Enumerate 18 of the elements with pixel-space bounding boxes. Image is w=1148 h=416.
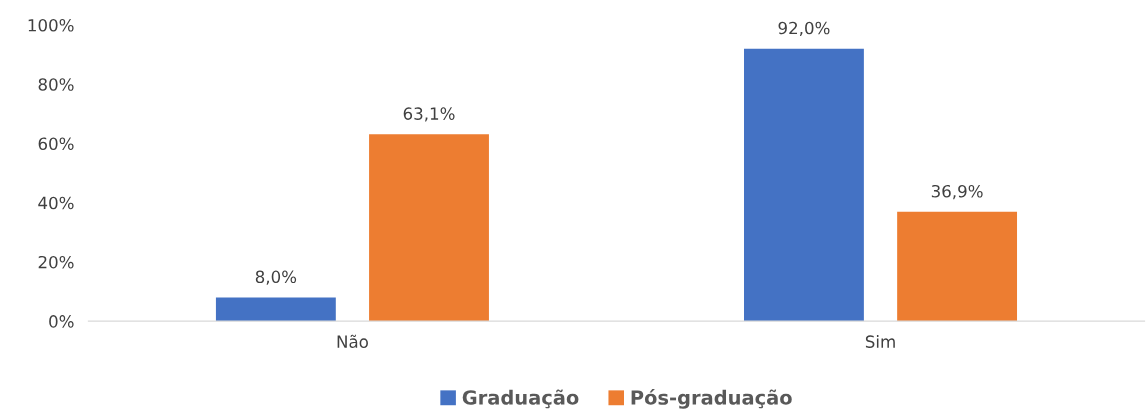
y-tick-label: 100% xyxy=(28,18,74,32)
y-tick-label: 40% xyxy=(38,196,74,210)
data-label: 8,0% xyxy=(255,270,297,285)
legend-label: Pós-graduação xyxy=(631,389,792,409)
data-label: 63,1% xyxy=(403,107,455,122)
data-label: 36,9% xyxy=(931,184,983,200)
bar xyxy=(897,211,1018,322)
y-tick-label: 80% xyxy=(38,78,74,91)
x-tick-label: Não xyxy=(337,334,368,348)
y-tick-label: 0% xyxy=(49,315,74,328)
x-tick-label: Sim xyxy=(865,335,895,348)
y-tick-label: 20% xyxy=(38,255,74,269)
legend-label: Graduação xyxy=(462,389,579,409)
data-label: 92,0% xyxy=(778,21,830,37)
bar xyxy=(215,297,336,322)
y-tick-label: 60% xyxy=(38,137,74,151)
bar xyxy=(369,134,489,322)
bar xyxy=(744,48,864,322)
